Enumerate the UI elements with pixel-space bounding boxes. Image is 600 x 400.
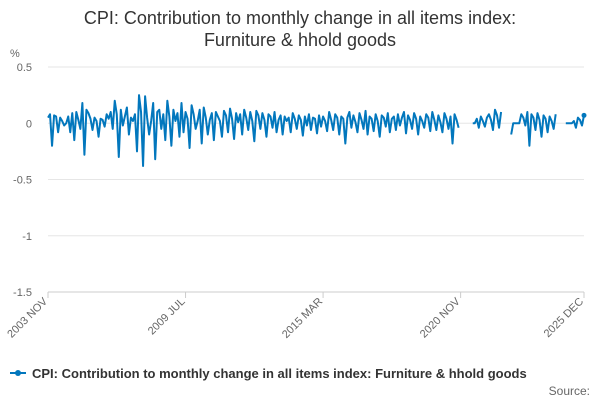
chart-title: CPI: Contribution to monthly change in a… xyxy=(84,8,516,28)
y-tick-label: 0 xyxy=(26,118,32,130)
x-tick-label: 2025 DEC xyxy=(542,296,586,340)
x-tick-label: 2009 JUL xyxy=(146,296,188,338)
legend-marker xyxy=(15,370,21,376)
chart-title-line2: Furniture & hhold goods xyxy=(204,30,396,50)
series-end-point[interactable] xyxy=(581,112,587,118)
y-tick-label: -1.5 xyxy=(13,287,32,299)
legend[interactable]: CPI: Contribution to monthly change in a… xyxy=(10,366,527,381)
y-tick-label: -1 xyxy=(22,231,32,243)
source-label: Source: xyxy=(549,384,590,398)
x-tick-label: 2020 NOV xyxy=(418,295,463,340)
y-tick-label: 0.5 xyxy=(17,62,32,74)
y-axis-label: % xyxy=(10,48,20,60)
y-tick-label: -0.5 xyxy=(13,175,32,187)
y-tick-labels: 0.5 0 -0.5 -1 -1.5 xyxy=(13,62,32,299)
y-gridlines xyxy=(48,66,584,293)
series-layer xyxy=(47,94,587,167)
x-tick-label: 2003 NOV xyxy=(5,295,50,340)
x-tick-label: 2015 MAR xyxy=(280,296,325,341)
series-line[interactable] xyxy=(47,94,585,167)
x-tick-labels: 2003 NOV 2009 JUL 2015 MAR 2020 NOV 2025 DEC xyxy=(5,292,586,341)
legend-label[interactable]: CPI: Contribution to monthly change in a… xyxy=(32,366,527,381)
